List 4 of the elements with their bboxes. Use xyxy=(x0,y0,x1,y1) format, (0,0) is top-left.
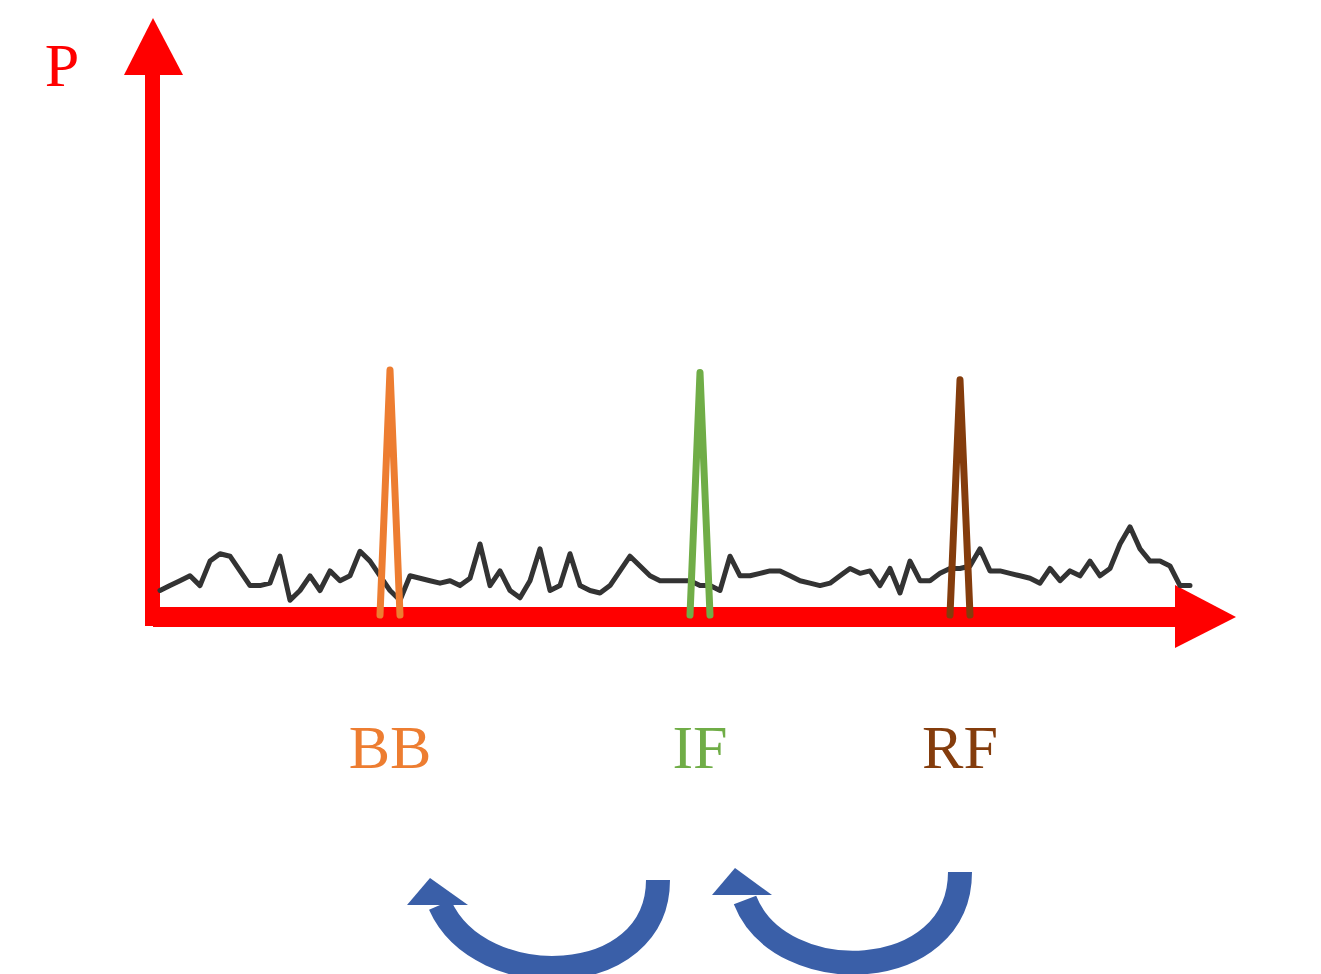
series-label: RF xyxy=(922,713,998,781)
y-axis-title: P xyxy=(44,31,80,99)
series-label: IF xyxy=(672,713,728,781)
series-label: BB xyxy=(348,713,432,781)
